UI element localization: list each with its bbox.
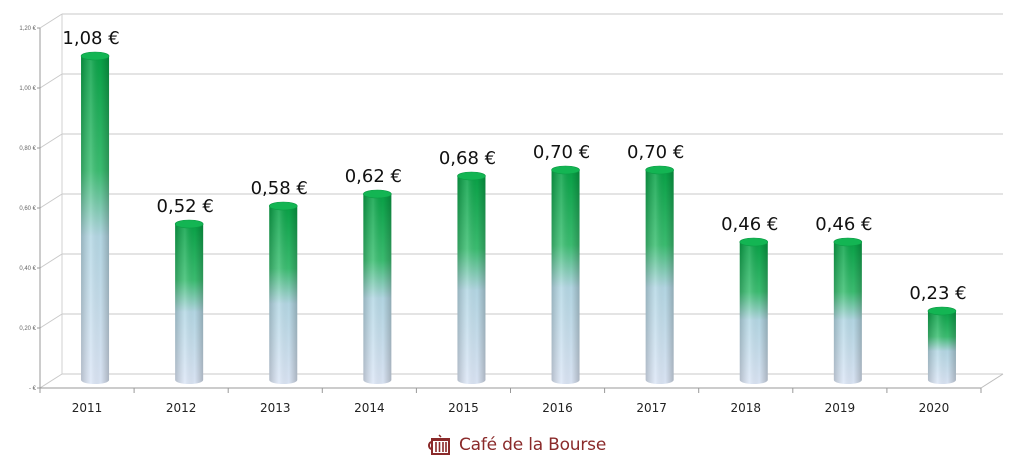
coffee-pot-icon — [428, 434, 450, 455]
y-tick-label: 0,20 € — [19, 326, 36, 332]
value-label: 0,62 € — [345, 166, 402, 187]
x-tick-label: 2017 — [636, 401, 667, 415]
value-label: 0,68 € — [439, 148, 496, 169]
x-tick-label: 2015 — [448, 401, 479, 415]
y-tick-label: 1,20 € — [19, 26, 36, 32]
value-label: 1,08 € — [62, 28, 119, 49]
y-tick-label: 0,40 € — [19, 266, 36, 272]
bar-2020: 0,23 € — [909, 283, 967, 384]
bar-2014: 0,62 € — [345, 166, 402, 384]
value-label: 0,46 € — [721, 214, 778, 235]
bar-2013: 0,58 € — [251, 178, 308, 384]
value-label: 0,70 € — [533, 142, 590, 163]
y-tick-label: 0,80 € — [19, 146, 36, 152]
x-tick-label: 2013 — [260, 401, 291, 415]
bar-2016: 0,70 € — [533, 142, 590, 384]
x-tick-label: 2011 — [72, 401, 103, 415]
bar-2019: 0,46 € — [815, 214, 872, 384]
bar-2011: 1,08 € — [62, 28, 120, 384]
value-label: 0,58 € — [251, 178, 308, 199]
y-tick-label: - € — [29, 386, 37, 392]
brand-logo: Café de la Bourse — [427, 432, 606, 458]
x-tick-label: 2020 — [919, 401, 950, 415]
bar-2015: 0,68 € — [439, 148, 496, 384]
value-label: 0,23 € — [909, 283, 966, 304]
brand-name: Café de la Bourse — [459, 435, 607, 455]
x-tick-label: 2014 — [354, 401, 385, 415]
value-label: 0,46 € — [815, 214, 872, 235]
x-tick-label: 2012 — [166, 401, 197, 415]
bar-2018: 0,46 € — [721, 214, 778, 384]
value-label: 0,52 € — [157, 196, 214, 217]
axes: - € 0,20 € 0,40 € 0,60 € 0,80 € 1,00 € 1,20 € 2… — [19, 26, 1004, 415]
value-label: 0,70 € — [627, 142, 684, 163]
bars: 1,08 € 0,52 € 0,58 € 0,62 € 0,68 € 0,70 € 0,70… — [62, 28, 967, 384]
dividend-bar-chart: - € 0,20 € 0,40 € 0,60 € 0,80 € 1,00 € 1,20 € 2… — [19, 13, 1004, 415]
x-tick-label: 2018 — [730, 401, 761, 415]
grid-lines — [39, 13, 1003, 389]
bar-2012: 0,52 € — [157, 196, 214, 384]
y-tick-label: 1,00 € — [19, 86, 36, 92]
bar-2017: 0,70 € — [627, 142, 684, 384]
x-tick-label: 2019 — [825, 401, 856, 415]
x-tick-label: 2016 — [542, 401, 573, 415]
y-tick-label: 0,60 € — [19, 206, 36, 212]
